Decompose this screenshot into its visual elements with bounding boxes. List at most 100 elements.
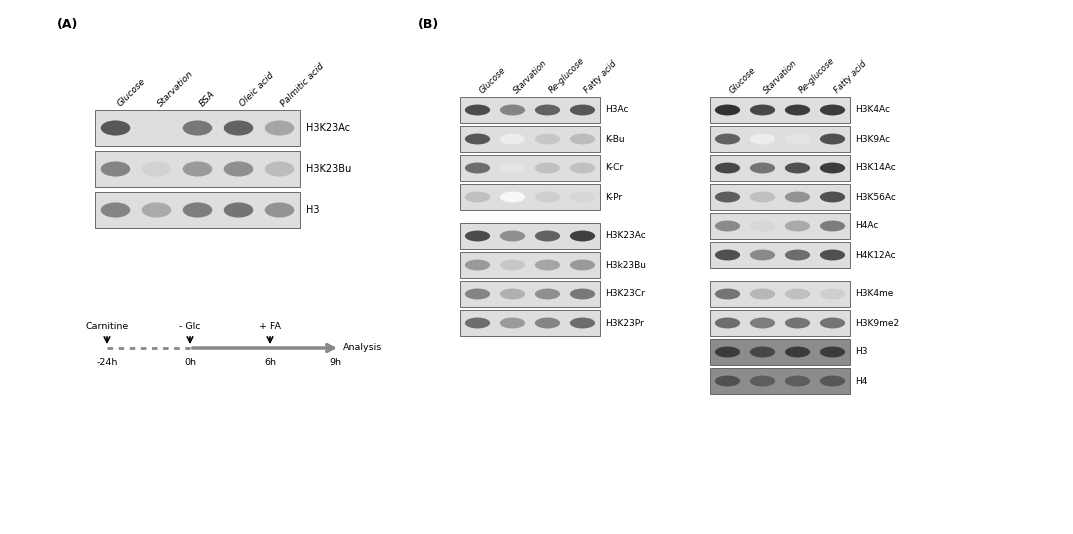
Ellipse shape bbox=[535, 260, 560, 270]
Text: H3: H3 bbox=[306, 205, 320, 215]
Bar bbox=[460, 97, 600, 123]
Text: Palmitic acid: Palmitic acid bbox=[279, 61, 326, 108]
Ellipse shape bbox=[101, 121, 130, 136]
Ellipse shape bbox=[570, 162, 596, 174]
Ellipse shape bbox=[465, 288, 490, 300]
Ellipse shape bbox=[750, 192, 775, 202]
Text: K-Cr: K-Cr bbox=[605, 163, 623, 172]
Text: H3k23Bu: H3k23Bu bbox=[605, 261, 646, 270]
Ellipse shape bbox=[785, 162, 810, 174]
Text: H3K9me2: H3K9me2 bbox=[855, 318, 899, 327]
Ellipse shape bbox=[101, 202, 130, 217]
Ellipse shape bbox=[500, 134, 525, 145]
Bar bbox=[95, 110, 300, 146]
Text: Fatty acid: Fatty acid bbox=[833, 59, 868, 95]
Ellipse shape bbox=[500, 288, 525, 300]
Ellipse shape bbox=[182, 121, 212, 136]
Text: H3K9Ac: H3K9Ac bbox=[855, 135, 891, 144]
Ellipse shape bbox=[820, 134, 846, 145]
Ellipse shape bbox=[750, 318, 775, 328]
Ellipse shape bbox=[785, 249, 810, 261]
Bar bbox=[460, 223, 600, 249]
Ellipse shape bbox=[500, 231, 525, 241]
Ellipse shape bbox=[535, 192, 560, 202]
Ellipse shape bbox=[820, 375, 846, 387]
Ellipse shape bbox=[785, 105, 810, 115]
Text: 9h: 9h bbox=[329, 358, 341, 367]
Ellipse shape bbox=[820, 192, 846, 202]
Text: Starvation: Starvation bbox=[763, 58, 799, 95]
Ellipse shape bbox=[535, 162, 560, 174]
Ellipse shape bbox=[785, 318, 810, 328]
Text: H4Ac: H4Ac bbox=[855, 222, 879, 231]
Bar bbox=[710, 310, 850, 336]
Ellipse shape bbox=[750, 288, 775, 300]
Text: Glucose: Glucose bbox=[727, 65, 758, 95]
Ellipse shape bbox=[715, 105, 740, 115]
Ellipse shape bbox=[182, 202, 212, 217]
Ellipse shape bbox=[715, 192, 740, 202]
Ellipse shape bbox=[570, 231, 596, 241]
Ellipse shape bbox=[535, 318, 560, 328]
Ellipse shape bbox=[500, 105, 525, 115]
Ellipse shape bbox=[500, 162, 525, 174]
Text: H3K23Bu: H3K23Bu bbox=[306, 164, 351, 174]
Ellipse shape bbox=[785, 192, 810, 202]
Ellipse shape bbox=[570, 318, 596, 328]
Ellipse shape bbox=[465, 260, 490, 270]
Ellipse shape bbox=[750, 105, 775, 115]
Bar bbox=[710, 242, 850, 268]
Ellipse shape bbox=[465, 192, 490, 202]
Text: H3: H3 bbox=[855, 348, 867, 357]
Ellipse shape bbox=[224, 202, 253, 217]
Text: Re-glucose: Re-glucose bbox=[547, 56, 587, 95]
Ellipse shape bbox=[535, 134, 560, 145]
Text: H4K12Ac: H4K12Ac bbox=[855, 250, 896, 260]
Bar bbox=[95, 192, 300, 228]
Text: -24h: -24h bbox=[97, 358, 118, 367]
Ellipse shape bbox=[265, 121, 294, 136]
Text: Starvation: Starvation bbox=[513, 58, 549, 95]
Bar bbox=[95, 151, 300, 187]
Text: H3K4me: H3K4me bbox=[855, 289, 894, 299]
Ellipse shape bbox=[465, 162, 490, 174]
Bar bbox=[460, 281, 600, 307]
Ellipse shape bbox=[785, 375, 810, 387]
Ellipse shape bbox=[820, 105, 846, 115]
Bar bbox=[460, 155, 600, 181]
Bar bbox=[710, 184, 850, 210]
Text: (A): (A) bbox=[57, 18, 78, 31]
Text: Carnitine: Carnitine bbox=[86, 322, 129, 331]
Ellipse shape bbox=[715, 318, 740, 328]
Text: H3K56Ac: H3K56Ac bbox=[855, 192, 896, 201]
Bar bbox=[710, 368, 850, 394]
Ellipse shape bbox=[224, 121, 253, 136]
Text: H3K14Ac: H3K14Ac bbox=[855, 163, 896, 172]
Ellipse shape bbox=[500, 260, 525, 270]
Text: H3K23Ac: H3K23Ac bbox=[306, 123, 350, 133]
Ellipse shape bbox=[750, 221, 775, 231]
Ellipse shape bbox=[785, 288, 810, 300]
Text: (B): (B) bbox=[418, 18, 439, 31]
Ellipse shape bbox=[570, 260, 596, 270]
Text: 0h: 0h bbox=[183, 358, 196, 367]
Bar bbox=[710, 126, 850, 152]
Bar bbox=[710, 213, 850, 239]
Ellipse shape bbox=[535, 231, 560, 241]
Ellipse shape bbox=[500, 318, 525, 328]
Ellipse shape bbox=[465, 134, 490, 145]
Text: Glucose: Glucose bbox=[477, 65, 508, 95]
Text: K-Bu: K-Bu bbox=[605, 135, 624, 144]
Ellipse shape bbox=[465, 105, 490, 115]
Text: + FA: + FA bbox=[259, 322, 281, 331]
Ellipse shape bbox=[101, 161, 130, 177]
Ellipse shape bbox=[224, 161, 253, 177]
Ellipse shape bbox=[785, 221, 810, 231]
Ellipse shape bbox=[570, 105, 596, 115]
Ellipse shape bbox=[715, 347, 740, 357]
Text: H4: H4 bbox=[855, 376, 867, 386]
Ellipse shape bbox=[820, 221, 846, 231]
Ellipse shape bbox=[570, 288, 596, 300]
Ellipse shape bbox=[750, 347, 775, 357]
Text: H3K23Pr: H3K23Pr bbox=[605, 318, 644, 327]
